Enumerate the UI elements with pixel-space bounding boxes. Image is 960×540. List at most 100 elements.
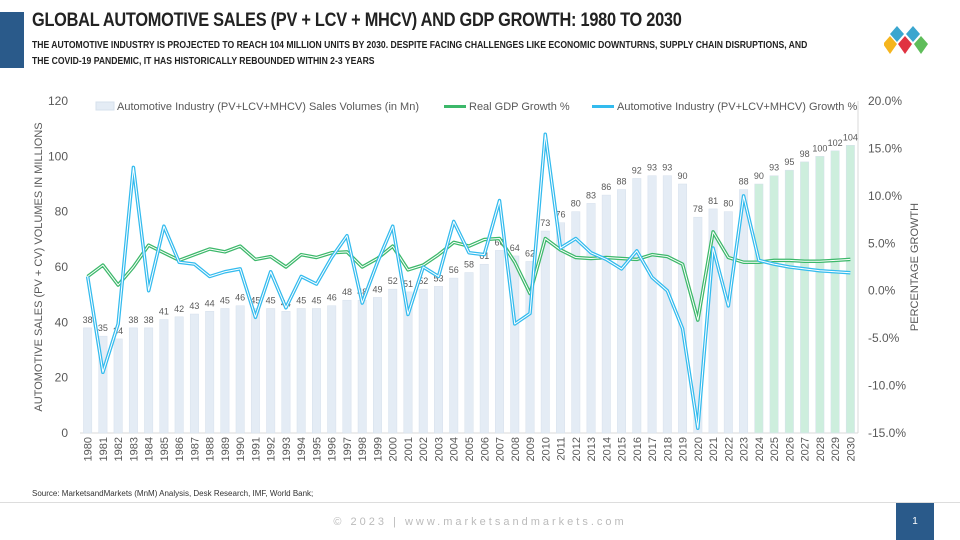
bar-data-label: 53 — [433, 273, 443, 283]
x-tick-label: 1985 — [159, 437, 171, 461]
x-tick-label: 1998 — [357, 437, 369, 461]
bar-data-label: 100 — [812, 143, 827, 153]
bar — [159, 319, 169, 434]
x-tick-label: 1986 — [174, 437, 186, 461]
source-note: Source: MarketsandMarkets (MnM) Analysis… — [32, 489, 314, 498]
bar-data-label: 73 — [540, 218, 550, 228]
bar — [388, 288, 398, 434]
x-tick-label: 2019 — [678, 437, 690, 461]
x-tick-label: 2007 — [495, 437, 507, 461]
bar-data-label: 45 — [266, 296, 276, 306]
bar-data-label: 80 — [723, 199, 733, 209]
x-tick-label: 2018 — [662, 437, 674, 461]
bar — [662, 175, 672, 434]
bar-data-label: 35 — [98, 323, 108, 333]
bar — [647, 175, 657, 434]
bar — [98, 335, 108, 434]
bar-data-label: 52 — [388, 276, 398, 286]
bar-data-label: 83 — [586, 190, 596, 200]
bar-data-label: 44 — [205, 298, 215, 308]
bar-data-label: 46 — [235, 293, 245, 303]
x-tick-label: 2020 — [693, 437, 705, 461]
y2-tick-label: -5.0% — [868, 331, 900, 345]
x-tick-label: 1988 — [205, 437, 217, 461]
x-tick-label: 2025 — [769, 437, 781, 461]
bar-data-label: 81 — [708, 196, 718, 206]
x-tick-label: 2001 — [403, 437, 415, 461]
x-tick-label: 1982 — [113, 437, 125, 461]
bar — [784, 169, 794, 434]
bar-data-label: 45 — [220, 296, 230, 306]
y-tick-label: 20 — [55, 371, 69, 385]
bar-data-label: 34 — [113, 326, 123, 336]
bar — [754, 183, 764, 434]
marketsandmarkets-logo — [884, 26, 928, 54]
x-tick-label: 2027 — [800, 437, 812, 461]
bar-data-label: 90 — [678, 171, 688, 181]
x-tick-label: 1987 — [189, 437, 201, 461]
bar-data-label: 45 — [296, 296, 306, 306]
y2-tick-label: 10.0% — [868, 189, 902, 203]
bar — [479, 263, 489, 434]
legend-label-sales: Automotive Industry (PV+LCV+MHCV) Sales … — [117, 101, 419, 113]
bar — [708, 208, 718, 434]
x-tick-label: 2000 — [388, 437, 400, 461]
bar-data-label: 48 — [342, 287, 352, 297]
page-number: 1 — [896, 503, 934, 540]
bar-data-label: 93 — [647, 163, 657, 173]
page-subtitle: THE AUTOMOTIVE INDUSTRY IS PROJECTED TO … — [32, 39, 808, 67]
bar — [144, 327, 154, 434]
bar — [830, 150, 840, 434]
x-tick-label: 1995 — [311, 437, 323, 461]
bar — [357, 299, 367, 434]
bar — [617, 189, 626, 434]
bar-data-label: 38 — [83, 315, 93, 325]
x-tick-label: 2011 — [556, 437, 568, 461]
x-tick-label: 1997 — [342, 437, 354, 461]
x-tick-label: 2004 — [449, 437, 461, 461]
x-tick-label: 2028 — [815, 437, 827, 461]
bar-data-label: 86 — [601, 182, 611, 192]
bar-data-label: 92 — [632, 165, 642, 175]
bar-data-label: 45 — [311, 296, 321, 306]
y-tick-label: 0 — [61, 426, 68, 440]
y2-tick-label: 5.0% — [868, 236, 896, 250]
bar-data-label: 41 — [159, 307, 169, 317]
x-tick-label: 1993 — [281, 437, 293, 461]
bar — [586, 203, 596, 434]
bar — [434, 286, 443, 434]
bar — [342, 299, 352, 434]
x-tick-label: 2017 — [647, 437, 659, 461]
x-tick-label: 2016 — [632, 437, 644, 461]
bar — [769, 175, 779, 434]
bar-data-label: 38 — [144, 315, 154, 325]
legend-swatch-auto-growth — [592, 105, 614, 108]
bar — [174, 316, 184, 434]
bar — [189, 313, 199, 434]
bar — [83, 327, 93, 434]
y-tick-label: 120 — [48, 94, 68, 108]
bar — [601, 194, 611, 434]
x-tick-label: 1999 — [372, 437, 384, 461]
x-tick-label: 1994 — [296, 437, 308, 461]
x-tick-label: 2029 — [830, 437, 842, 461]
legend-label-auto-growth: Automotive Industry (PV+LCV+MHCV) Growth… — [617, 101, 857, 113]
bar-data-label: 38 — [128, 315, 138, 325]
bar — [678, 183, 688, 434]
bar — [373, 297, 382, 434]
bar-data-label: 93 — [769, 163, 779, 173]
bar — [571, 211, 581, 434]
legend-swatch-sales — [95, 101, 115, 111]
bar-data-label: 98 — [800, 149, 810, 159]
bar — [296, 308, 306, 434]
bar-data-label: 66 — [495, 237, 505, 247]
x-tick-label: 1990 — [235, 437, 247, 461]
x-tick-label: 2013 — [586, 437, 598, 461]
x-tick-label: 2021 — [708, 437, 720, 461]
x-tick-label: 2008 — [510, 437, 522, 461]
legend-swatch-gdp — [444, 105, 466, 108]
bar-data-label: 48 — [357, 287, 367, 297]
bar — [845, 145, 855, 434]
bar — [800, 161, 810, 434]
y2-tick-label: 0.0% — [868, 284, 896, 298]
